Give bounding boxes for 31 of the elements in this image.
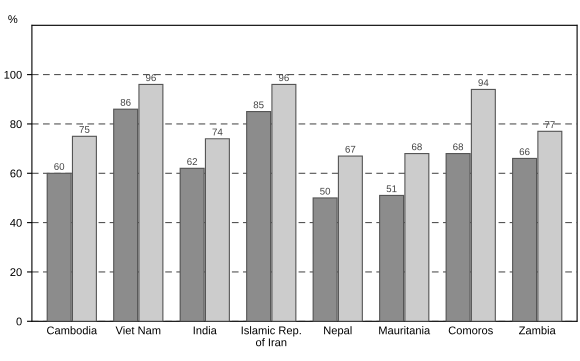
x-tick-label: Mauritania — [379, 326, 430, 334]
y-tick-label: 20 — [10, 268, 22, 276]
y-axis-title: % — [8, 15, 18, 24]
y-tick-label: 80 — [10, 120, 22, 128]
data-label: 66 — [520, 148, 530, 156]
x-tick-label: Viet Nam — [116, 326, 160, 334]
data-label: 51 — [386, 185, 397, 192]
data-label: 68 — [412, 143, 422, 150]
x-tick-label: India — [194, 326, 217, 334]
x-tick-label: Cambodia — [47, 326, 98, 334]
x-tick-label: Zambia — [519, 326, 556, 334]
y-tick-label: 40 — [10, 218, 22, 227]
data-label: 50 — [320, 188, 330, 195]
data-label: 85 — [254, 101, 264, 108]
x-tick-label: Nepal — [324, 326, 352, 337]
y-tick-label: 100 — [4, 70, 22, 79]
data-label: 96 — [146, 74, 156, 82]
y-tick-label: 0 — [16, 318, 22, 326]
data-label: 62 — [187, 158, 198, 166]
data-label: 67 — [345, 146, 356, 153]
data-label: 68 — [453, 143, 464, 150]
data-label: 75 — [80, 126, 90, 133]
data-label: 94 — [478, 79, 488, 86]
data-label: 96 — [278, 74, 289, 82]
data-label: 77 — [544, 121, 555, 128]
data-label: 74 — [212, 128, 223, 136]
x-tick-label: Comoros — [448, 326, 493, 334]
data-label: 60 — [54, 163, 64, 170]
data-label: 86 — [120, 98, 131, 106]
x-tick-label: Islamic Rep. of Iran — [242, 326, 301, 346]
y-tick-label: 60 — [10, 170, 22, 178]
